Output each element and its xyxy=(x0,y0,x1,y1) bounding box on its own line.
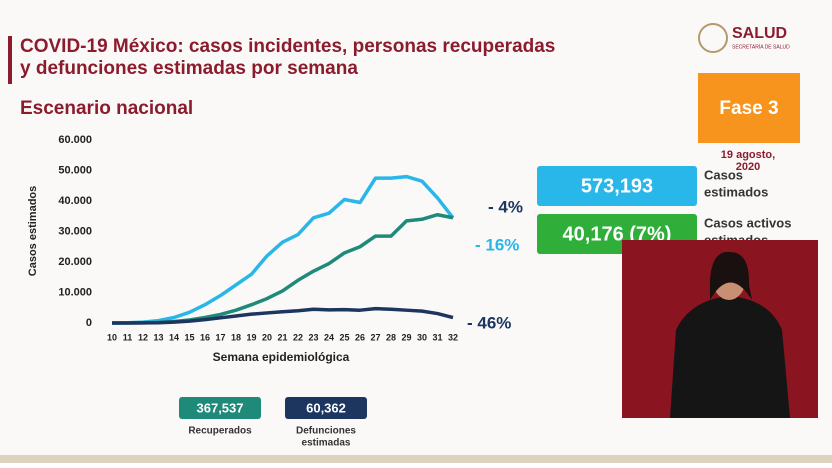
logo-sub: SECRETARÍA DE SALUD xyxy=(732,43,790,50)
summary-label: Casos activos xyxy=(704,215,791,230)
y-tick-label: 50.000 xyxy=(58,164,92,176)
date: 2020 xyxy=(736,161,760,173)
title: y defunciones estimadas por semana xyxy=(20,58,358,79)
annotation: - 46% xyxy=(467,313,511,332)
y-tick-label: 40.000 xyxy=(58,195,92,207)
logo: SALUD xyxy=(732,25,787,42)
y-tick-label: 30.000 xyxy=(58,225,92,237)
x-tick-label: 10 xyxy=(107,332,117,342)
y-tick-label: 0 xyxy=(86,317,92,329)
x-axis-label: Semana epidemiológica xyxy=(213,350,350,364)
x-tick-label: 17 xyxy=(215,332,225,342)
annotation: - 4% xyxy=(488,197,523,216)
x-tick-label: 26 xyxy=(355,332,365,342)
summary-value: 40,176 (7%) xyxy=(563,223,672,245)
x-tick-label: 22 xyxy=(293,332,303,342)
footer-bar xyxy=(0,455,832,463)
summary-label: estimadas xyxy=(302,438,351,449)
date: 19 agosto, xyxy=(721,149,775,161)
y-tick-label: 10.000 xyxy=(58,286,92,298)
x-tick-label: 19 xyxy=(246,332,256,342)
summary-label: estimados xyxy=(704,184,768,199)
phase: Fase 3 xyxy=(719,98,778,119)
summary-box xyxy=(285,397,367,419)
x-tick-label: 31 xyxy=(432,332,442,342)
summary-value: 573,193 xyxy=(581,175,653,197)
summary-box xyxy=(179,397,261,419)
subtitle: Escenario nacional xyxy=(20,98,193,119)
x-tick-label: 15 xyxy=(184,332,194,342)
title-bar xyxy=(8,36,12,84)
x-tick-label: 25 xyxy=(339,332,349,342)
x-tick-label: 32 xyxy=(448,332,458,342)
x-tick-label: 18 xyxy=(231,332,241,342)
person xyxy=(670,296,790,418)
x-tick-label: 27 xyxy=(370,332,380,342)
video xyxy=(622,240,818,418)
summary-label: Defunciones xyxy=(296,426,356,437)
x-tick-label: 13 xyxy=(153,332,163,342)
x-tick-label: 24 xyxy=(324,332,334,342)
y-tick-label: 60.000 xyxy=(58,134,92,146)
person-hair xyxy=(710,251,752,300)
logo-emblem xyxy=(698,23,728,53)
summary-value: 367,537 xyxy=(197,400,244,415)
x-tick-label: 30 xyxy=(417,332,427,342)
x-tick-label: 14 xyxy=(169,332,179,342)
summary-value: 60,362 xyxy=(306,400,346,415)
y-tick-label: 20.000 xyxy=(58,256,92,268)
x-tick-label: 12 xyxy=(138,332,148,342)
series-line xyxy=(112,306,454,325)
x-tick-label: 16 xyxy=(200,332,210,342)
x-tick-label: 28 xyxy=(386,332,396,342)
x-tick-label: 11 xyxy=(123,332,133,342)
x-tick-label: 21 xyxy=(277,332,287,342)
x-tick-label: 23 xyxy=(308,332,318,342)
summary-label: Casos xyxy=(704,167,743,182)
summary-label: Recuperados xyxy=(188,426,252,437)
annotation: - 16% xyxy=(475,235,519,254)
series-line xyxy=(111,174,455,325)
phase-box xyxy=(698,73,800,143)
x-tick-label: 29 xyxy=(401,332,411,342)
y-axis-label: Casos estimados xyxy=(27,186,39,276)
summary-box xyxy=(537,166,697,206)
x-tick-label: 20 xyxy=(262,332,272,342)
title: COVID-19 México: casos incidentes, perso… xyxy=(20,36,555,57)
